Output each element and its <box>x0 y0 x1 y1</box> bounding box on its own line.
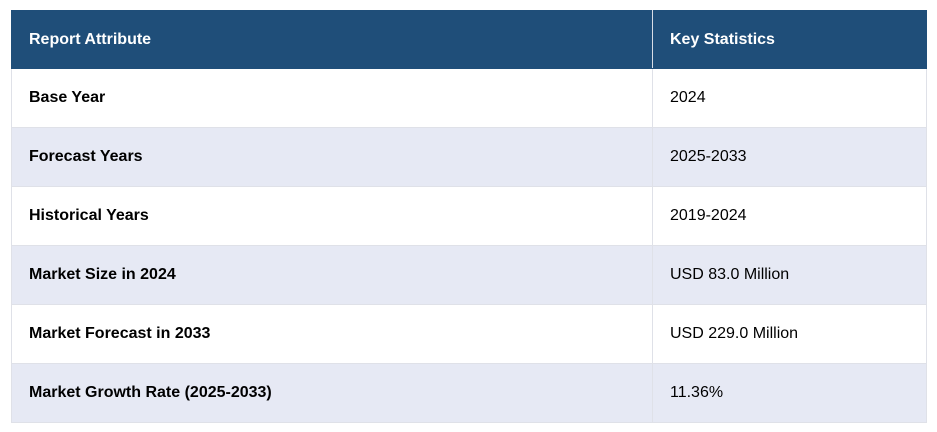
table-header: Report Attribute Key Statistics <box>11 10 927 69</box>
value-cell: USD 83.0 Million <box>652 245 927 305</box>
report-attributes-table: Report Attribute Key Statistics Base Yea… <box>11 10 927 423</box>
value-cell: 2024 <box>652 68 927 128</box>
table-row: Base Year 2024 <box>11 68 927 128</box>
header-row: Report Attribute Key Statistics <box>11 10 927 69</box>
table-row: Forecast Years 2025-2033 <box>11 127 927 187</box>
column-header-key-statistics: Key Statistics <box>652 10 927 69</box>
attribute-cell: Base Year <box>11 68 653 128</box>
value-cell: 2025-2033 <box>652 127 927 187</box>
value-cell: 11.36% <box>652 363 927 423</box>
column-header-report-attribute: Report Attribute <box>11 10 653 69</box>
report-table-container: Report Attribute Key Statistics Base Yea… <box>11 10 927 423</box>
table-row: Historical Years 2019-2024 <box>11 186 927 246</box>
attribute-cell: Market Growth Rate (2025-2033) <box>11 363 653 423</box>
value-cell: 2019-2024 <box>652 186 927 246</box>
table-body: Base Year 2024 Forecast Years 2025-2033 … <box>11 68 927 423</box>
value-cell: USD 229.0 Million <box>652 304 927 364</box>
attribute-cell: Forecast Years <box>11 127 653 187</box>
attribute-cell: Market Forecast in 2033 <box>11 304 653 364</box>
table-row: Market Forecast in 2033 USD 229.0 Millio… <box>11 304 927 364</box>
attribute-cell: Market Size in 2024 <box>11 245 653 305</box>
table-row: Market Size in 2024 USD 83.0 Million <box>11 245 927 305</box>
table-row: Market Growth Rate (2025-2033) 11.36% <box>11 363 927 423</box>
attribute-cell: Historical Years <box>11 186 653 246</box>
